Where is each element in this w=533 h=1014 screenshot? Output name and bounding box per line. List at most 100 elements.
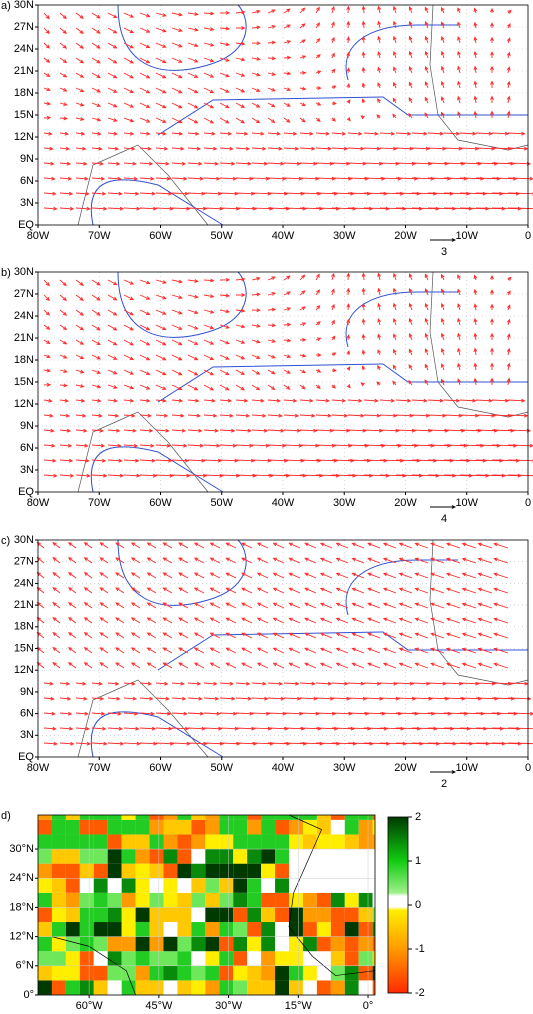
- wind-arrow: [461, 647, 477, 654]
- wind-arrow: [398, 617, 413, 624]
- wind-arrow: [155, 726, 173, 731]
- wind-arrow: [219, 191, 239, 196]
- wind-arrow: [459, 413, 480, 418]
- wind-arrow: [331, 319, 335, 326]
- wind-arrow: [473, 65, 478, 74]
- wind-arrow: [283, 176, 304, 181]
- wind-arrow: [427, 726, 455, 731]
- wind-arrow: [475, 176, 501, 181]
- wind-arrow: [315, 473, 341, 478]
- wind-arrow: [155, 428, 170, 433]
- wind-arrow: [187, 176, 205, 181]
- wind-arrow: [331, 21, 335, 29]
- wind-arrow: [361, 82, 366, 89]
- grid-cell: [344, 980, 359, 995]
- grid-cell: [247, 878, 262, 893]
- wind-arrow: [427, 413, 447, 418]
- wind-arrow: [346, 334, 351, 341]
- wind-arrow: [461, 557, 477, 564]
- wind-arrow: [139, 117, 151, 123]
- grid-cell: [65, 863, 80, 879]
- wind-arrow: [331, 352, 337, 357]
- y-tick-label: EQ: [18, 219, 34, 231]
- wind-arrow: [187, 384, 199, 391]
- wind-arrow: [68, 557, 77, 564]
- wind-arrow: [459, 191, 488, 196]
- wind-arrow: [331, 398, 347, 403]
- x-tick-label: 40W: [272, 762, 295, 774]
- wind-arrow: [335, 557, 349, 564]
- wind-arrow: [139, 87, 151, 94]
- wind-arrow: [146, 572, 157, 579]
- wind-arrow: [75, 384, 85, 388]
- contour: [345, 559, 458, 616]
- wind-arrow: [139, 413, 152, 418]
- wind-arrow: [171, 161, 187, 166]
- wind-arrow: [475, 131, 493, 136]
- wind-arrow: [59, 57, 68, 64]
- wind-arrow: [267, 40, 277, 45]
- reference-arrow: [430, 505, 457, 509]
- wind-arrow: [107, 12, 118, 19]
- grid-cell: [79, 951, 94, 966]
- wind-arrow: [219, 293, 231, 298]
- wind-arrow: [219, 176, 238, 181]
- grid-cell: [93, 936, 108, 952]
- grid-cell: [261, 815, 276, 820]
- wind-arrow: [235, 398, 249, 403]
- wind-arrow: [52, 542, 61, 549]
- y-tick-label: 12N: [14, 398, 34, 410]
- grid-cell: [38, 863, 52, 879]
- grid-cell: [107, 951, 122, 966]
- wind-arrow: [155, 206, 174, 211]
- x-tick-label: 0: [525, 230, 531, 242]
- grid-cell: [358, 965, 373, 981]
- wind-arrow: [360, 115, 365, 120]
- wind-arrow: [187, 42, 199, 48]
- wind-arrow: [139, 324, 151, 331]
- wind-arrow: [209, 587, 221, 594]
- wind-arrow: [139, 131, 151, 136]
- wind-arrow: [235, 176, 254, 181]
- wind-arrow: [203, 428, 220, 433]
- wind-arrow: [123, 696, 138, 701]
- wind-arrow: [299, 696, 318, 701]
- grid-cell: [316, 892, 331, 908]
- wind-arrow: [52, 572, 61, 579]
- wind-arrow: [315, 6, 320, 14]
- grid-cell: [261, 965, 276, 981]
- wind-arrow: [130, 647, 141, 654]
- grid-cell: [177, 878, 192, 893]
- wind-arrow: [288, 587, 301, 594]
- contour: [90, 446, 224, 493]
- grid-cell: [247, 834, 262, 850]
- wind-arrow: [377, 82, 381, 89]
- colorbar: [387, 816, 409, 994]
- grid-cell: [135, 907, 150, 923]
- grid-cell: [51, 951, 66, 966]
- wind-arrow: [203, 72, 215, 78]
- wind-arrow: [187, 87, 199, 94]
- wind-arrow: [267, 56, 277, 61]
- wind-arrow: [219, 72, 230, 78]
- wind-arrow: [507, 711, 533, 716]
- wind-arrow: [267, 146, 283, 151]
- wind-arrow: [315, 273, 320, 281]
- wind-arrow: [91, 12, 101, 19]
- wind-arrow: [139, 206, 158, 211]
- grid-cell: [107, 892, 122, 908]
- grid-cell: [135, 922, 150, 937]
- wind-arrow: [43, 87, 51, 92]
- wind-arrow: [52, 632, 61, 639]
- y-tick-label: 6N: [20, 708, 34, 720]
- wind-arrow: [68, 572, 77, 579]
- wind-arrow: [331, 146, 349, 151]
- wind-arrow: [440, 347, 445, 356]
- wind-arrow: [346, 67, 351, 74]
- wind-arrow: [225, 542, 237, 549]
- wind-arrow: [139, 726, 157, 731]
- wind-arrow: [59, 102, 68, 106]
- wind-arrow: [392, 5, 397, 14]
- wind-arrow: [315, 428, 335, 433]
- x-tick-label: 30°W: [215, 1000, 243, 1012]
